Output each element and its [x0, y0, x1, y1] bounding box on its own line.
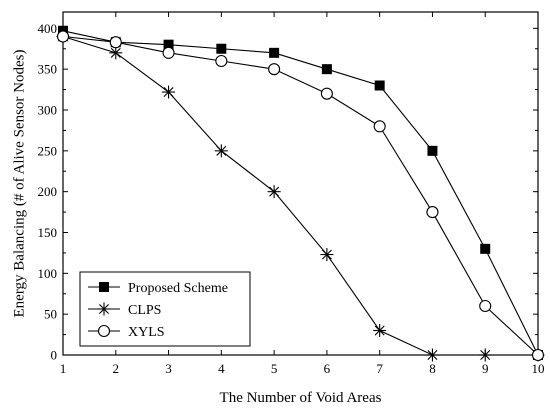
series-xyls — [56, 30, 545, 362]
data-point — [162, 46, 175, 59]
x-tick-label: 2 — [113, 361, 120, 376]
data-point — [425, 348, 439, 362]
data-point — [374, 80, 385, 91]
plot-area — [62, 11, 539, 356]
series-line — [62, 35, 538, 356]
y-tick-label: 300 — [38, 103, 58, 118]
series-line — [62, 35, 539, 356]
data-point — [163, 39, 174, 50]
legend: Proposed Scheme CLPS XYLS — [79, 271, 251, 347]
x-tick-label: 8 — [429, 361, 436, 376]
y-axis-label: Energy Balancing (# of Alive Sensor Node… — [11, 49, 27, 317]
asterisk-stroke — [269, 186, 280, 197]
data-point — [269, 47, 280, 58]
asterisk-stroke — [427, 350, 438, 360]
data-point — [215, 54, 228, 68]
series-clps — [56, 30, 545, 362]
x-tick-label: 10 — [532, 361, 545, 376]
data-point — [531, 348, 545, 362]
asterisk-stroke — [163, 87, 174, 98]
asterisk-stroke — [374, 325, 385, 336]
data-point — [214, 144, 228, 158]
data-point — [426, 206, 439, 219]
data-point — [321, 64, 332, 75]
data-point — [373, 324, 387, 337]
y-tick-label: 400 — [38, 21, 58, 36]
y-tick-label: 200 — [38, 184, 58, 199]
y-tick-label: 50 — [44, 307, 57, 322]
data-point — [216, 43, 227, 54]
x-tick-label: 6 — [324, 361, 331, 376]
asterisk-stroke — [216, 145, 227, 156]
asterisk-stroke — [480, 350, 491, 360]
data-point — [320, 248, 334, 262]
data-point — [427, 145, 438, 156]
asterisk-stroke — [321, 249, 332, 260]
legend-marker — [97, 324, 111, 338]
x-tick-label: 4 — [218, 361, 225, 376]
data-point — [480, 243, 491, 254]
data-point — [109, 36, 122, 49]
data-point — [478, 348, 492, 362]
data-point — [109, 46, 123, 60]
legend-label: XYLS — [128, 325, 165, 340]
data-point — [268, 63, 281, 76]
y-tick-label: 0 — [51, 348, 58, 363]
legend-marker — [97, 302, 111, 316]
y-tick-label: 350 — [38, 62, 58, 77]
data-point — [373, 120, 386, 133]
x-tick-label: 7 — [376, 361, 383, 376]
asterisk-stroke — [99, 304, 109, 314]
y-tick-label: 100 — [38, 266, 58, 281]
legend-label: Proposed Scheme — [128, 281, 228, 296]
x-tick-label: 5 — [271, 361, 278, 376]
legend-label: CLPS — [128, 303, 161, 318]
y-tick-label: 250 — [38, 143, 58, 158]
x-axis-label: The Number of Void Areas — [220, 390, 382, 406]
plot-border — [62, 11, 539, 356]
data-point — [162, 85, 176, 99]
data-point — [267, 185, 281, 199]
series-layer — [56, 25, 545, 362]
data-point — [320, 87, 333, 100]
legend-marker — [99, 282, 109, 292]
data-point — [479, 299, 492, 313]
series-line — [62, 30, 539, 356]
x-tick-label: 1 — [60, 361, 67, 376]
asterisk-stroke — [110, 47, 121, 58]
x-tick-label: 9 — [482, 361, 489, 376]
x-tick-label: 3 — [165, 361, 172, 376]
data-point — [56, 30, 70, 43]
y-tick-label: 150 — [38, 225, 58, 240]
